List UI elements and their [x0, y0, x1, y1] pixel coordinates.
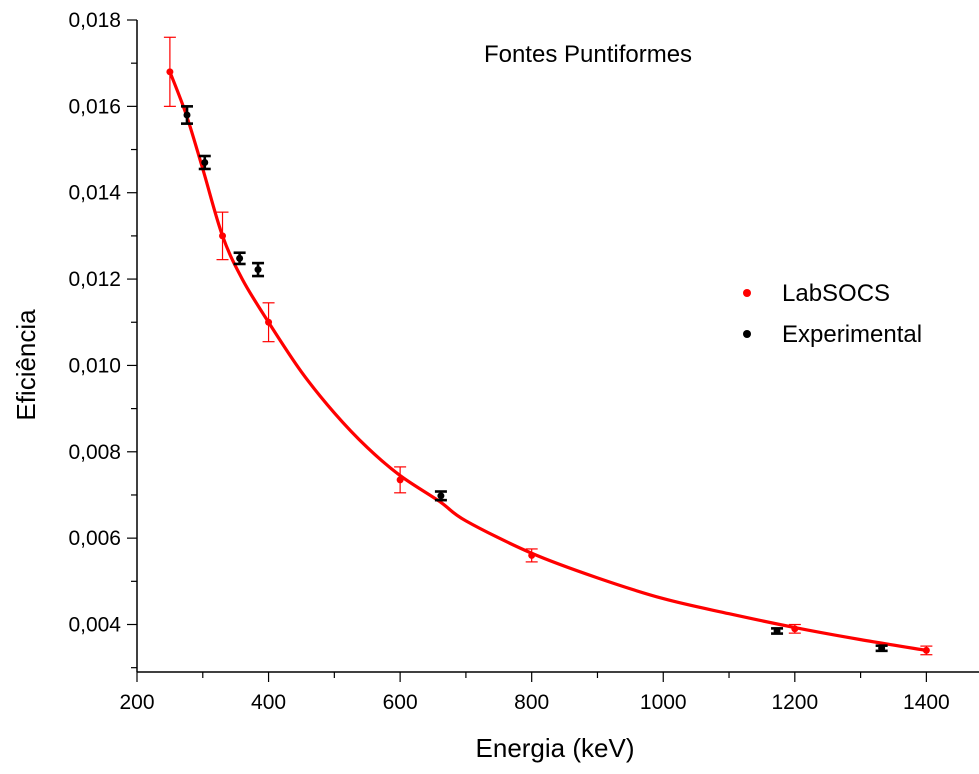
- legend-label-labsocs: LabSOCS: [782, 280, 890, 307]
- labsocs-marker: [166, 68, 174, 76]
- y-tick-label: 0,008: [68, 441, 121, 464]
- x-tick-label: 800: [514, 691, 549, 714]
- y-tick-label: 0,012: [68, 268, 121, 291]
- legend-marker-labsocs: [743, 289, 751, 297]
- labsocs-point: [525, 548, 538, 563]
- x-tick-label: 200: [119, 691, 154, 714]
- experimental-point: [180, 105, 193, 125]
- legend-label-experimental: Experimental: [782, 321, 922, 348]
- y-tick-label: 0,018: [68, 9, 121, 32]
- experimental-point: [771, 627, 784, 635]
- experimental-point: [252, 261, 265, 278]
- labsocs-point: [262, 302, 275, 343]
- x-tick-label: 1000: [640, 691, 687, 714]
- y-axis-label: Eficiência: [11, 309, 41, 421]
- labsocs-marker: [791, 625, 799, 633]
- labsocs-marker: [396, 476, 404, 484]
- labsocs-marker: [219, 232, 227, 240]
- experimental-point: [434, 490, 447, 502]
- experimental-marker: [236, 254, 244, 262]
- labsocs-point: [394, 466, 407, 494]
- x-tick-label: 600: [383, 691, 418, 714]
- x-tick-label: 400: [251, 691, 286, 714]
- y-tick-label: 0,016: [68, 95, 121, 118]
- experimental-marker: [773, 627, 781, 635]
- chart-title: Fontes Puntiformes: [484, 41, 692, 68]
- experimental-marker: [437, 492, 445, 500]
- labsocs-point: [788, 623, 801, 634]
- experimental-marker: [254, 266, 262, 274]
- y-tick-label: 0,006: [68, 527, 121, 550]
- points-layer: [163, 36, 933, 656]
- x-tick-label: 1400: [903, 691, 950, 714]
- x-axis-label: Energia (keV): [476, 733, 635, 763]
- legend-marker-experimental: [743, 330, 751, 338]
- experimental-marker: [183, 111, 191, 119]
- labsocs-marker: [265, 318, 273, 326]
- experimental-marker: [878, 644, 886, 652]
- labsocs-marker: [528, 551, 536, 559]
- y-tick-label: 0,014: [68, 182, 121, 205]
- labsocs-point: [216, 211, 229, 261]
- labsocs-point: [920, 645, 933, 656]
- y-tick-label: 0,010: [68, 354, 121, 377]
- legend: LabSOCS Experimental: [743, 280, 922, 348]
- experimental-point: [198, 154, 211, 171]
- experimental-point: [233, 251, 246, 266]
- axes-layer: 200 400 600 800 1000 1200 1400 0,004 0,006 0,008 0…: [68, 9, 979, 714]
- labsocs-marker: [922, 646, 930, 654]
- x-tick-label: 1200: [771, 691, 818, 714]
- experimental-point: [875, 644, 888, 653]
- experimental-marker: [201, 158, 209, 166]
- y-tick-label: 0,004: [68, 614, 121, 637]
- labsocs-point: [163, 36, 176, 107]
